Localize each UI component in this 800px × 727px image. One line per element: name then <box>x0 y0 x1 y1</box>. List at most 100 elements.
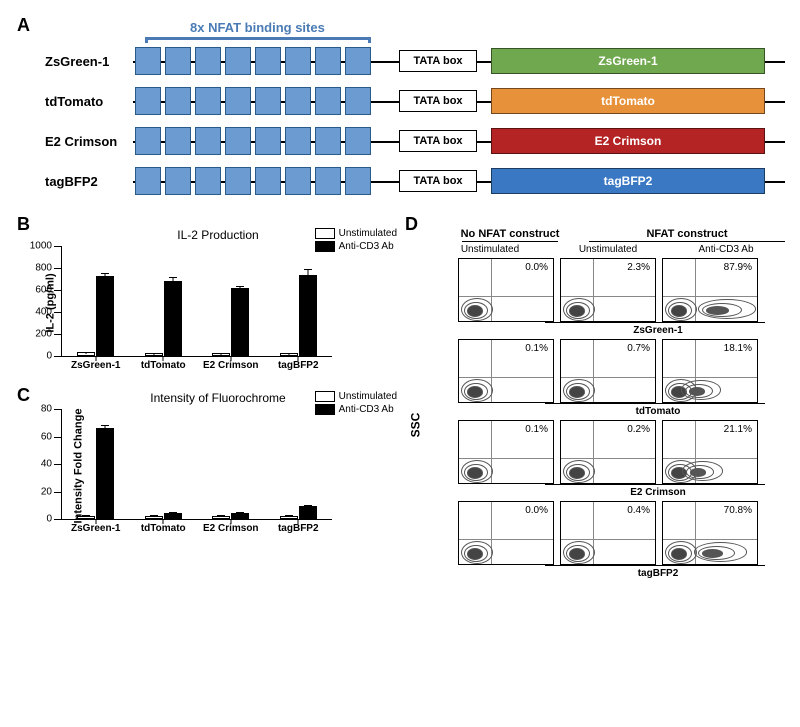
nfat-box <box>255 47 281 75</box>
nfat-box <box>345 47 371 75</box>
flow-pct: 2.3% <box>627 262 650 273</box>
panel-d: SSC No NFAT construct NFAT construct Uns… <box>395 228 785 579</box>
nfat-box <box>255 167 281 195</box>
flow-plot: 0.7% <box>560 339 656 403</box>
flow-pct: 18.1% <box>724 343 752 354</box>
nfat-box <box>135 87 161 115</box>
bar <box>212 353 230 356</box>
panel-a: 8x NFAT binding sites ZsGreen-1 TATA box… <box>15 15 785 196</box>
nfat-box <box>225 127 251 155</box>
bar <box>145 516 163 519</box>
flow-pct: 0.2% <box>627 424 650 435</box>
legend-unstim: Unstimulated <box>339 228 397 239</box>
flow-plot: 0.0% <box>458 258 554 322</box>
d-sub-1: Unstimulated <box>549 244 667 255</box>
construct-row: E2 Crimson TATA box E2 Crimson <box>45 126 785 156</box>
flow-plot: 18.1% <box>662 339 758 403</box>
flow-plot: 0.4% <box>560 501 656 565</box>
tata-box: TATA box <box>399 170 477 192</box>
bar <box>96 276 114 356</box>
nfat-box <box>315 47 341 75</box>
construct-row: tdTomato TATA box tdTomato <box>45 86 785 116</box>
nfat-box <box>315 127 341 155</box>
bar <box>231 513 249 519</box>
flow-plot: 0.0% <box>458 501 554 565</box>
xtick-label: E2 Crimson <box>203 523 259 534</box>
flow-plot: 0.1% <box>458 420 554 484</box>
panel-c-chart: Intensity of Fluorochrome Unstimulated A… <box>15 391 395 540</box>
nfat-sites <box>135 47 371 75</box>
nfat-box <box>135 47 161 75</box>
flow-pct: 21.1% <box>724 424 752 435</box>
xtick-label: ZsGreen-1 <box>71 360 120 371</box>
nfat-box <box>225 47 251 75</box>
bar <box>77 352 95 356</box>
bar <box>280 353 298 356</box>
flow-row-label: E2 Crimson <box>531 487 785 498</box>
nfat-box <box>255 127 281 155</box>
xtick-label: tdTomato <box>141 360 186 371</box>
nfat-box <box>285 47 311 75</box>
chart-b-ylabel: IL-2 (pg/ml) <box>45 273 57 332</box>
flow-pct: 70.8% <box>724 505 752 516</box>
nfat-title: 8x NFAT binding sites <box>190 20 785 35</box>
nfat-box <box>195 127 221 155</box>
panel-b-chart: IL-2 Production Unstimulated Anti-CD3 Ab… <box>15 228 395 377</box>
flow-plot: 0.1% <box>458 339 554 403</box>
construct-row: ZsGreen-1 TATA box ZsGreen-1 <box>45 46 785 76</box>
nfat-sites <box>135 167 371 195</box>
legend-unstim-c: Unstimulated <box>339 391 397 402</box>
bar <box>145 353 163 356</box>
nfat-box <box>195 47 221 75</box>
nfat-box <box>315 167 341 195</box>
ssc-label: SSC <box>408 413 422 438</box>
nfat-box <box>345 87 371 115</box>
bar <box>299 506 317 519</box>
construct-row: tagBFP2 TATA box tagBFP2 <box>45 166 785 196</box>
bar <box>164 513 182 519</box>
nfat-box <box>135 167 161 195</box>
flow-row-label: tdTomato <box>531 406 785 417</box>
reporter-box: E2 Crimson <box>491 128 765 154</box>
reporter-box: ZsGreen-1 <box>491 48 765 74</box>
tata-box: TATA box <box>399 130 477 152</box>
flow-row-label: tagBFP2 <box>531 568 785 579</box>
nfat-box <box>165 127 191 155</box>
d-header-right: NFAT construct <box>589 228 785 240</box>
nfat-sites <box>135 127 371 155</box>
construct-label: tdTomato <box>45 94 140 109</box>
nfat-box <box>225 167 251 195</box>
nfat-box <box>285 127 311 155</box>
d-sub-0: Unstimulated <box>431 244 549 255</box>
nfat-box <box>345 167 371 195</box>
xtick-label: E2 Crimson <box>203 360 259 371</box>
nfat-box <box>165 47 191 75</box>
nfat-box <box>165 167 191 195</box>
xtick-label: ZsGreen-1 <box>71 523 120 534</box>
construct-label: tagBFP2 <box>45 174 140 189</box>
nfat-box <box>285 167 311 195</box>
nfat-box <box>225 87 251 115</box>
bar <box>299 275 317 356</box>
construct-label: ZsGreen-1 <box>45 54 140 69</box>
nfat-box <box>135 127 161 155</box>
nfat-sites <box>135 87 371 115</box>
bar <box>280 516 298 519</box>
flow-plot: 21.1% <box>662 420 758 484</box>
flow-plot: 2.3% <box>560 258 656 322</box>
flow-pct: 0.1% <box>525 343 548 354</box>
nfat-box <box>195 87 221 115</box>
d-header-left: No NFAT construct <box>431 228 589 240</box>
reporter-box: tagBFP2 <box>491 168 765 194</box>
d-sub-2: Anti-CD3 Ab <box>667 244 785 255</box>
bar <box>164 281 182 356</box>
tata-box: TATA box <box>399 90 477 112</box>
reporter-box: tdTomato <box>491 88 765 114</box>
figure: A 8x NFAT binding sites ZsGreen-1 TATA b… <box>15 15 785 579</box>
legend-stim: Anti-CD3 Ab <box>339 241 394 252</box>
flow-pct: 0.0% <box>525 262 548 273</box>
flow-pct: 0.0% <box>525 505 548 516</box>
bar <box>231 288 249 356</box>
nfat-box <box>195 167 221 195</box>
bar <box>96 428 114 519</box>
